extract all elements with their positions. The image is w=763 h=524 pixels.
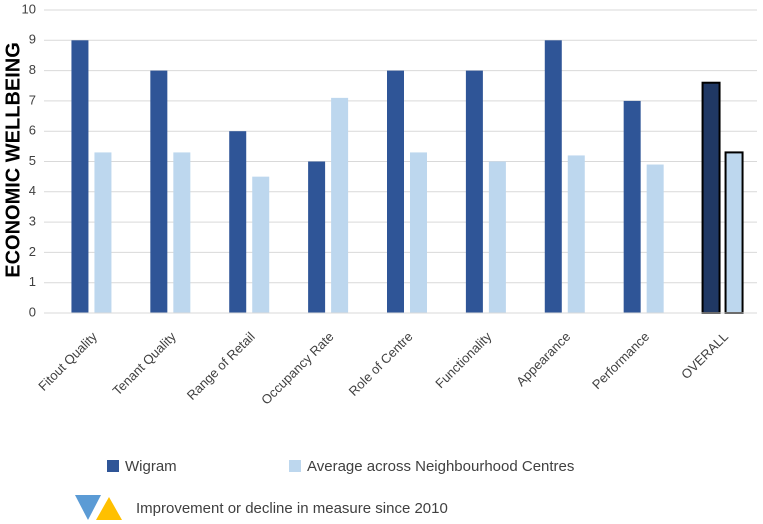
y-tick-label: 3	[29, 214, 36, 229]
x-tick-label: Role of Centre	[346, 329, 416, 399]
y-tick-label: 6	[29, 123, 36, 138]
bar	[567, 155, 585, 313]
bar	[229, 131, 247, 313]
y-tick-label: 9	[29, 32, 36, 47]
x-tick-label: Fitout Quality	[35, 329, 100, 394]
bar	[410, 152, 427, 313]
decline-icon	[75, 495, 101, 520]
legend: Wigram Average across Neighbourhood Centr…	[107, 458, 574, 475]
x-tick-label: Occupancy Rate	[258, 329, 337, 408]
y-tick-label: 7	[29, 92, 36, 107]
bar	[544, 40, 562, 314]
bar	[724, 151, 744, 314]
legend-label: Wigram	[125, 458, 177, 475]
y-tick-label: 8	[29, 62, 36, 77]
y-axis-label: ECONOMIC WELLBEING	[2, 42, 24, 278]
x-tick-label: Appearance	[513, 329, 573, 389]
y-tick-label: 10	[22, 1, 36, 16]
bar	[252, 176, 270, 313]
bar	[465, 70, 483, 313]
bar	[331, 97, 349, 314]
y-tick-label: 5	[29, 153, 36, 168]
x-tick-label: OVERALL	[678, 329, 731, 382]
bar	[94, 152, 112, 313]
bar	[71, 40, 89, 314]
y-tick-label: 4	[29, 183, 36, 198]
y-tick-label: 0	[29, 304, 36, 319]
bar	[173, 152, 191, 313]
bar	[308, 161, 326, 313]
bar	[387, 70, 404, 313]
x-tick-label: Tenant Quality	[110, 329, 180, 399]
bar	[488, 161, 506, 313]
bar	[150, 70, 168, 313]
note: Improvement or decline in measure since …	[136, 500, 448, 517]
bar	[701, 81, 721, 314]
x-tick-label: Performance	[589, 329, 652, 392]
x-tick-label: Functionality	[432, 329, 495, 392]
x-tick-label: Range of Retail	[184, 329, 258, 403]
y-tick-label: 1	[29, 274, 36, 289]
legend-label: Average across Neighbourhood Centres	[307, 458, 574, 475]
bar	[646, 164, 664, 313]
legend-swatch	[289, 460, 301, 472]
improvement-icon	[96, 497, 122, 520]
legend-swatch	[107, 460, 119, 472]
y-tick-label: 2	[29, 244, 36, 259]
bar	[623, 100, 641, 314]
